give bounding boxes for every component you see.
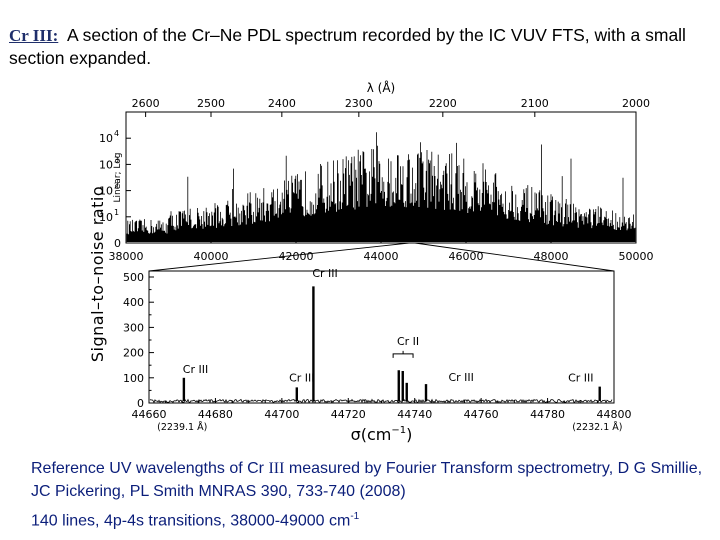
overview-y-tick-label: 10: [99, 211, 113, 224]
overview-x-tick-label: 48000: [534, 250, 569, 263]
peak-annotation: Cr II: [397, 335, 419, 348]
expanded-x-label: σ(cm−1): [351, 425, 413, 444]
expanded-x-tick-label: 44700: [264, 408, 299, 421]
lines-text: 140 lines, 4p-4s transitions, 38000-4900…: [31, 512, 351, 530]
overview-top-axis-label: λ (Å): [367, 80, 396, 95]
zoom-line-left: [148, 242, 410, 272]
expanded-noise-trace: [149, 398, 613, 404]
expanded-y-tick-label: 300: [123, 321, 144, 334]
expanded-x-tick-label: 44740: [397, 408, 432, 421]
reference-after: measured by Fourier Transform spectromet…: [31, 460, 703, 500]
slide-title: Cr III: A section of the Cr–Ne PDL spect…: [9, 24, 714, 70]
reference-species: III: [268, 460, 285, 477]
expanded-panel: 44660 44680 44700 44720 44740 44760 44780 44800…: [123, 267, 632, 444]
overview-x-tick-label: 50000: [619, 250, 654, 263]
lines-superscript: -1: [350, 511, 360, 522]
cr-ii-bracket: [392, 350, 414, 358]
overview-top-tick-label: 2600: [132, 97, 160, 110]
overview-y-tick-label: 10: [99, 158, 113, 171]
expanded-x-tick-label: 44760: [464, 408, 499, 421]
expanded-x-tick-label: 44780: [530, 408, 565, 421]
overview-top-tick-label: 2100: [521, 97, 549, 110]
expanded-x-tick-label: 44680: [198, 408, 233, 421]
title-text: A section of the Cr–Ne PDL spectrum reco…: [9, 25, 686, 68]
overview-x-tick-label: 38000: [109, 250, 144, 263]
expanded-y-tick-label: 200: [123, 347, 144, 360]
overview-y-tick-exp: 2: [114, 182, 119, 191]
title-lead: Cr III:: [9, 26, 59, 45]
overview-spectrum-trace: [126, 132, 636, 242]
overview-y-tick-exp: 3: [114, 155, 119, 164]
peak-annotation: Cr III: [568, 372, 593, 385]
overview-x-tick-label: 44000: [364, 250, 399, 263]
peak-annotation: Cr III: [312, 267, 337, 280]
overview-y-label: Linear; Log: [113, 153, 123, 203]
overview-x-tick-label: 40000: [194, 250, 229, 263]
zoom-line-right: [414, 242, 615, 272]
overview-x-tick-label: 46000: [449, 250, 484, 263]
overview-top-tick-label: 2300: [345, 97, 373, 110]
peak-annotation: Cr III: [183, 363, 208, 376]
expanded-y-tick-label: 0: [137, 397, 144, 410]
zoom-connector-lines: [148, 242, 615, 272]
expanded-y-tick-label: 500: [123, 271, 144, 284]
expanded-x-tick-label: 44660: [132, 408, 167, 421]
reference-before: Reference UV wavelengths of Cr: [31, 460, 269, 477]
overview-top-tick-label: 2200: [429, 97, 457, 110]
overview-y-tick-label: 0: [114, 237, 121, 250]
expanded-y-tick-label: 400: [123, 296, 144, 309]
overview-x-tick-label: 42000: [279, 250, 314, 263]
lines-info: 140 lines, 4p-4s transitions, 38000-4900…: [31, 511, 359, 530]
y-axis-label: Signal–to–noise ratio: [88, 186, 107, 362]
overview-top-tick-label: 2500: [197, 97, 225, 110]
expanded-frame: [148, 270, 615, 404]
peak-annotation: Cr III: [289, 372, 314, 385]
expanded-x-tick-label: 44800: [597, 408, 632, 421]
expanded-range-left: (2239.1 Å): [157, 421, 207, 433]
expanded-y-tick-label: 100: [123, 372, 144, 385]
expanded-range-right: (2232.1 Å): [572, 421, 622, 433]
overview-y-tick-exp: 1: [114, 208, 119, 217]
overview-top-tick-label: 2000: [622, 97, 650, 110]
peak-annotation: Cr III: [448, 371, 473, 384]
overview-y-tick-exp: 4: [114, 129, 119, 138]
overview-y-tick-label: 10: [99, 185, 113, 198]
expanded-x-tick-label: 44720: [331, 408, 366, 421]
reference-text: Reference UV wavelengths of Cr III measu…: [31, 457, 711, 503]
overview-top-tick-label: 2400: [268, 97, 296, 110]
overview-y-tick-label: 10: [99, 132, 113, 145]
